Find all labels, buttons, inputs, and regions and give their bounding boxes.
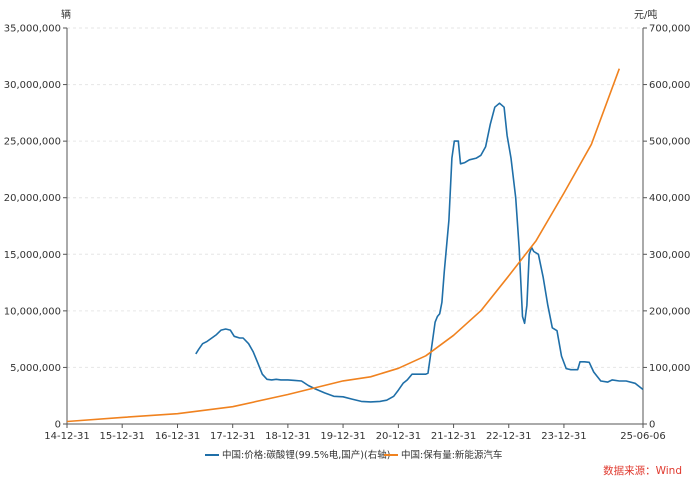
right-tick-label: 400,000 [649, 193, 690, 204]
right-axis-ticks: 0 100,000 200,000 300,000 400,000 500,000 600,… [643, 24, 690, 431]
legend-label: 中国:保有量:新能源汽车 [401, 449, 502, 461]
x-tick-label: 19-12-31 [320, 431, 365, 442]
right-axis-unit: 元/吨 [634, 8, 657, 21]
left-tick-label: 5,000,000 [10, 363, 61, 374]
legend-item-lithium-price[interactable]: 中国:价格:碳酸锂(99.5%电,国产)(右轴) [205, 449, 390, 461]
right-tick-label: 0 [649, 420, 655, 431]
series-line-lithium-carbonate-price [195, 102, 644, 403]
x-tick-label: 22-12-31 [486, 431, 531, 442]
series-line-nev-stock [66, 68, 621, 423]
x-tick-label: 23-12-31 [541, 431, 586, 442]
right-tick-label: 600,000 [649, 80, 690, 91]
legend-item-nev-stock[interactable]: 中国:保有量:新能源汽车 [384, 449, 502, 461]
gridlines [67, 27, 643, 368]
x-tick-label: 17-12-31 [210, 431, 255, 442]
x-tick-label: 15-12-31 [99, 431, 144, 442]
x-tick-label: 14-12-31 [44, 431, 89, 442]
left-tick-label: 25,000,000 [4, 137, 61, 148]
axes [66, 28, 644, 425]
source-note: 数据来源：Wind [603, 464, 682, 477]
x-tick-label: 18-12-31 [265, 431, 310, 442]
x-tick-label: 16-12-31 [155, 431, 200, 442]
left-axis-unit: 辆 [61, 8, 71, 21]
left-tick-label: 15,000,000 [4, 250, 61, 261]
right-tick-label: 700,000 [649, 24, 690, 35]
x-tick-label: 25-06-06 [620, 431, 665, 442]
x-tick-label: 21-12-31 [431, 431, 476, 442]
left-tick-label: 20,000,000 [4, 193, 61, 204]
left-tick-label: 35,000,000 [4, 24, 61, 35]
left-axis-ticks: 0 5,000,000 10,000,000 15,000,000 20,000,000… [4, 24, 67, 431]
right-tick-label: 500,000 [649, 137, 690, 148]
left-tick-label: 30,000,000 [4, 80, 61, 91]
x-axis-ticks: 14-12-31 15-12-31 16-12-31 17-12-31 18-12-31… [44, 424, 666, 442]
left-tick-label: 0 [55, 420, 61, 431]
left-tick-label: 10,000,000 [4, 306, 61, 317]
right-tick-label: 100,000 [649, 363, 690, 374]
legend-label: 中国:价格:碳酸锂(99.5%电,国产)(右轴) [222, 449, 390, 461]
right-tick-label: 300,000 [649, 250, 690, 261]
legend: 中国:价格:碳酸锂(99.5%电,国产)(右轴) 中国:保有量:新能源汽车 [205, 449, 502, 461]
x-tick-label: 20-12-31 [376, 431, 421, 442]
series-lines [66, 68, 644, 423]
right-tick-label: 200,000 [649, 306, 690, 317]
